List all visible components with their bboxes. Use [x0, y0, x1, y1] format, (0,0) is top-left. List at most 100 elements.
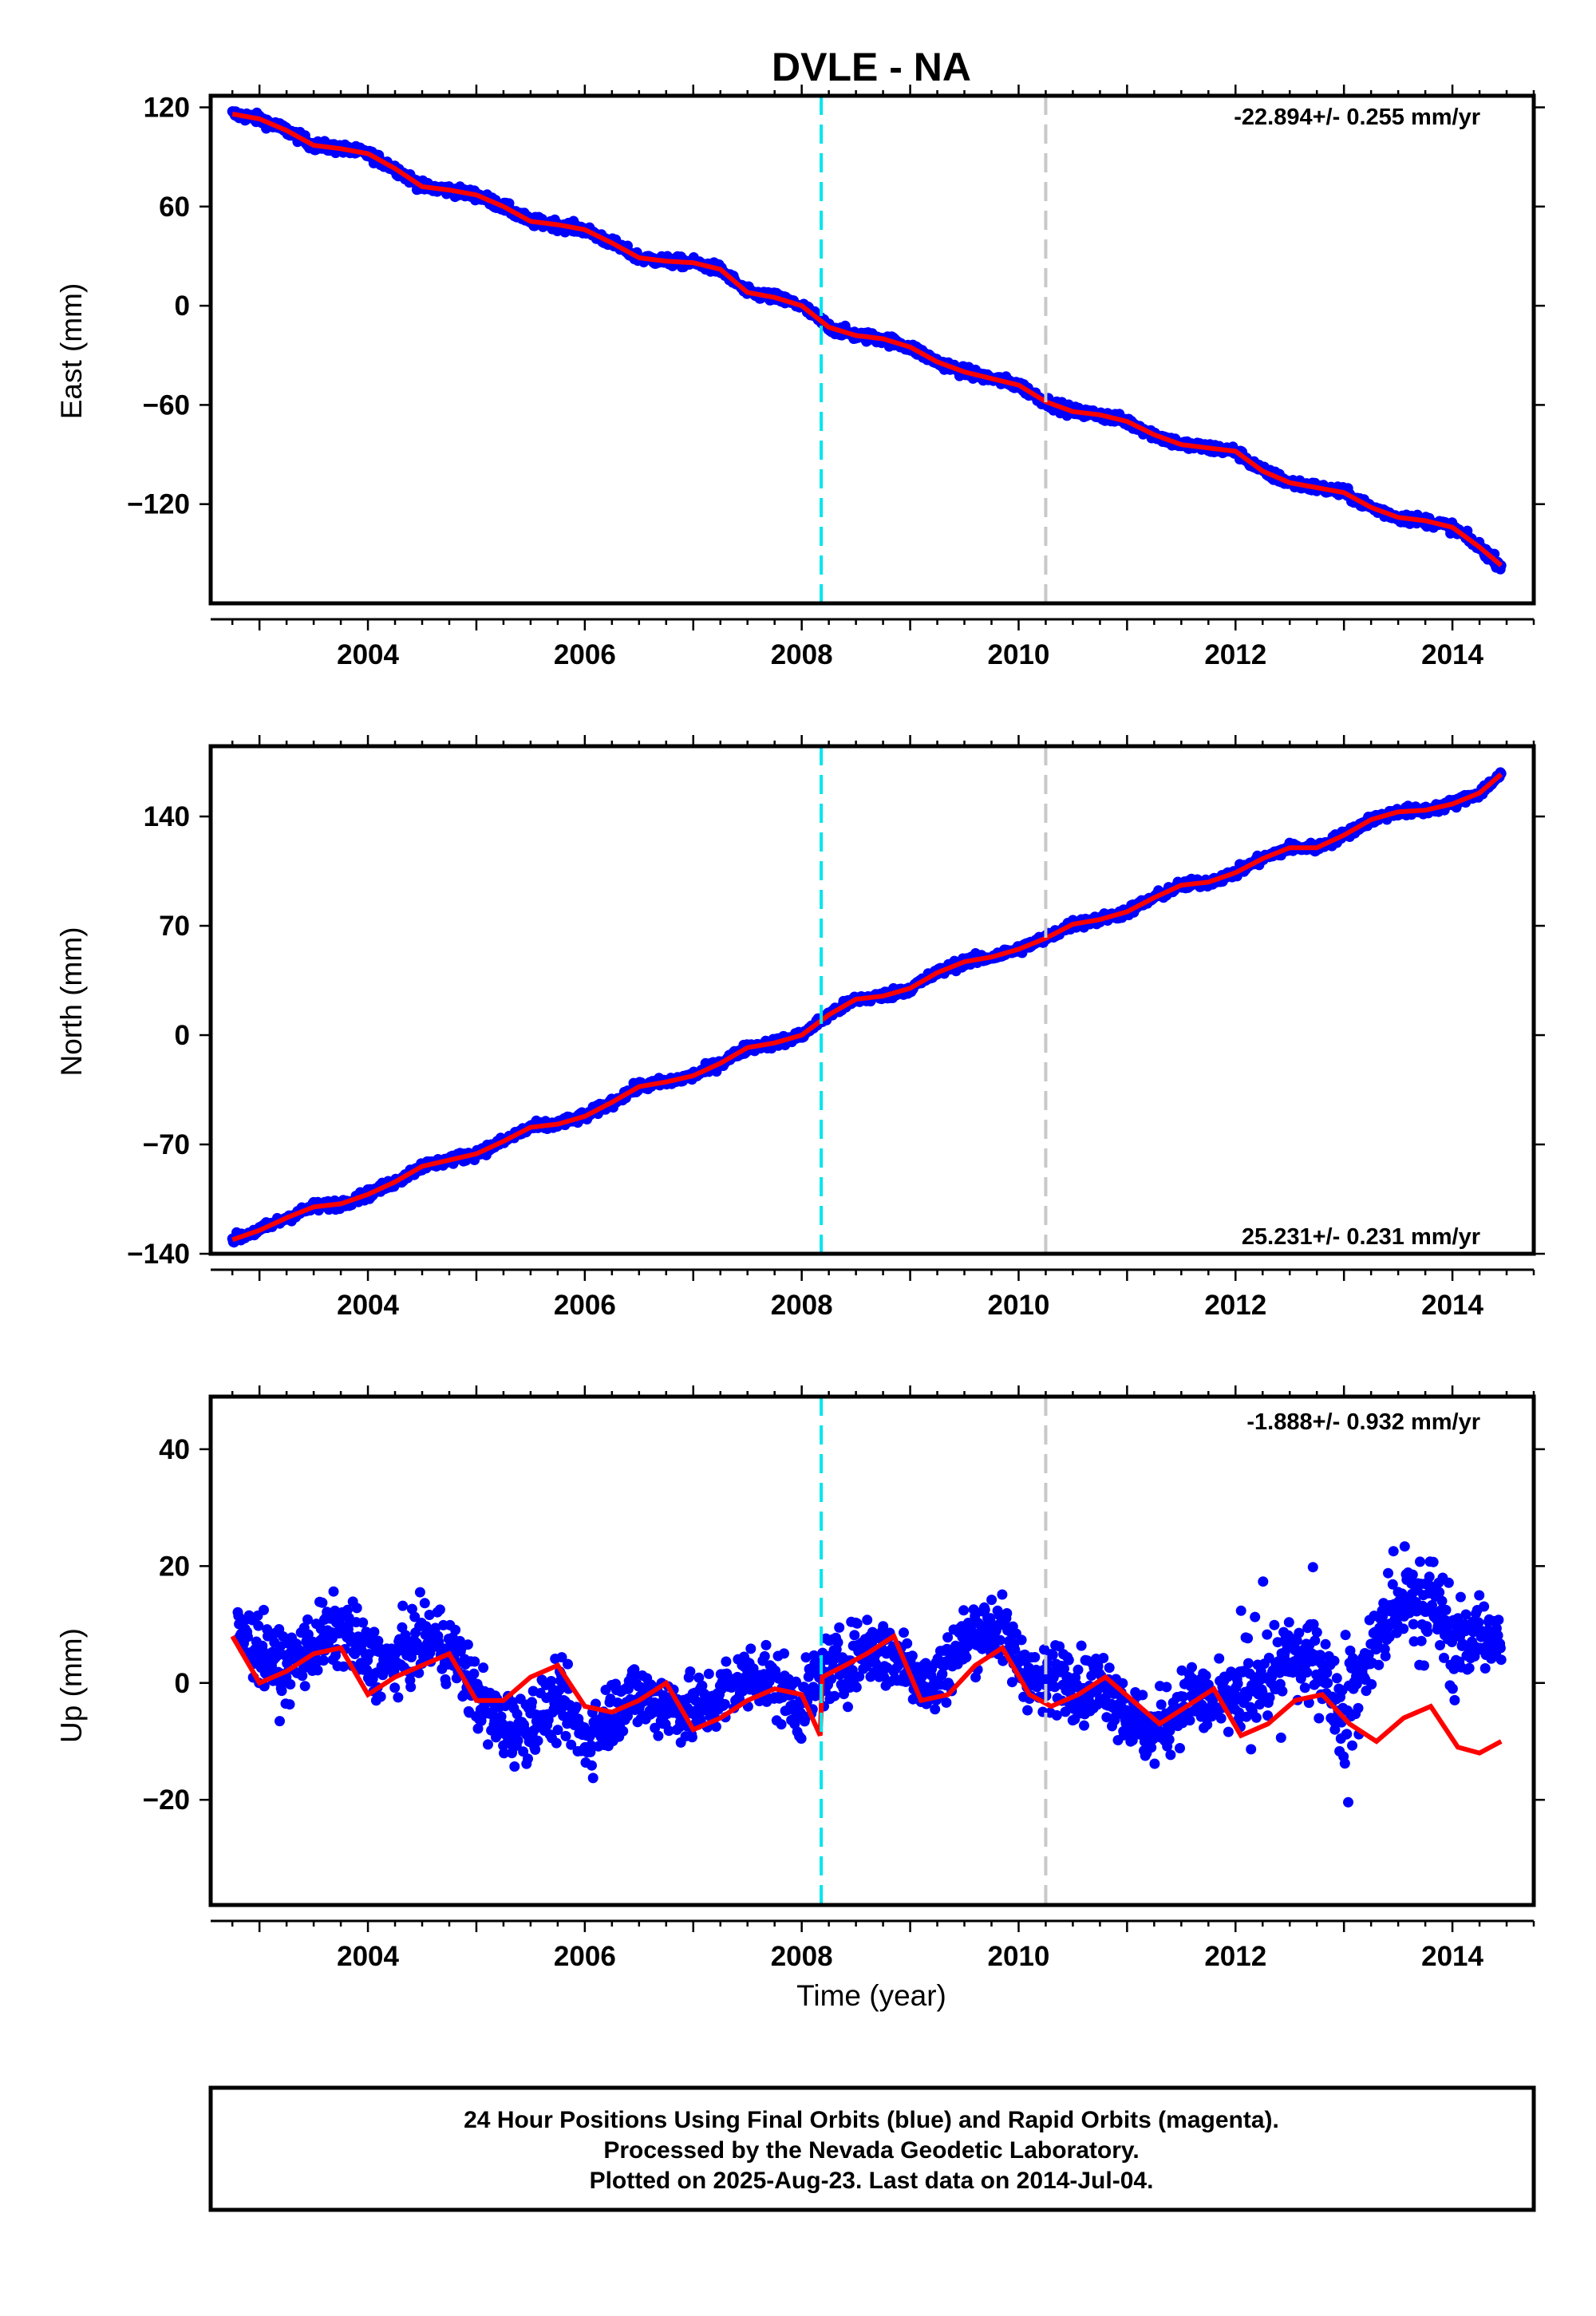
up-data-point [302, 1614, 313, 1625]
up-data-point [1387, 1579, 1398, 1590]
up-data-point [1049, 1682, 1061, 1693]
up-data-point [1184, 1715, 1195, 1726]
up-data-point [276, 1686, 287, 1697]
up-data-point [527, 1697, 537, 1708]
up-data-point [791, 1676, 801, 1687]
up-data-point [1196, 1699, 1207, 1710]
up-data-point [1258, 1576, 1269, 1587]
up-data-point [1302, 1667, 1313, 1678]
up-data-point [1331, 1673, 1342, 1684]
up-data-point [400, 1630, 411, 1641]
up-data-point [530, 1744, 541, 1755]
up-data-point [796, 1733, 807, 1744]
up-data-point [1101, 1712, 1112, 1723]
up-data-point [419, 1598, 430, 1609]
up-data-point [1104, 1662, 1115, 1674]
up-data-point [1163, 1734, 1175, 1745]
up-data-point [393, 1692, 404, 1703]
up-data-point [1340, 1630, 1351, 1641]
up-data-point [847, 1665, 858, 1676]
north-plot-frame [208, 744, 1536, 1256]
up-data-point [1063, 1654, 1074, 1666]
up-data-point [554, 1685, 565, 1696]
up-data-point [1321, 1667, 1333, 1678]
up-data-point [389, 1682, 401, 1694]
up-data-point [710, 1721, 721, 1732]
up-data-point [693, 1672, 705, 1683]
east-panel: East (mm) -22.894+/- 0.255 mm/yr 2004 200… [55, 85, 1545, 670]
up-data-point [1269, 1619, 1280, 1630]
up-data-point [1272, 1637, 1283, 1648]
up-data-point [1079, 1720, 1089, 1731]
up-data-point [405, 1682, 417, 1693]
north-fit-line [231, 772, 1503, 1243]
up-data-point [1202, 1719, 1213, 1730]
up-data-point [1060, 1706, 1071, 1717]
up-data-point [1322, 1678, 1333, 1689]
up-data-point [893, 1660, 904, 1671]
up-data-point [1351, 1678, 1362, 1690]
up-data-point [587, 1760, 597, 1771]
up-data-point [695, 1714, 706, 1725]
up-data-point [409, 1611, 421, 1622]
up-data-point [663, 1725, 674, 1737]
up-data-point [1307, 1562, 1318, 1573]
up-data-point [424, 1610, 435, 1620]
east-rate-label: -22.894+/- 0.255 mm/yr [1234, 105, 1480, 130]
up-data-point [941, 1697, 952, 1708]
up-data-point [1156, 1699, 1167, 1710]
up-data-point [832, 1637, 843, 1648]
up-data-point [469, 1656, 480, 1667]
up-data-point [1339, 1758, 1350, 1769]
east-x-tick-label: 2010 [988, 639, 1050, 670]
north-x-tick-label: 2008 [771, 1290, 833, 1321]
up-data-point [907, 1650, 918, 1662]
up-data-point [1006, 1677, 1017, 1688]
up-data-point [1136, 1713, 1148, 1724]
up-data-point [1363, 1649, 1374, 1660]
north-y-tick-label: −140 [127, 1239, 190, 1270]
east-axis-label: East (mm) [55, 283, 88, 420]
up-data-point [369, 1626, 380, 1638]
up-data-point [1250, 1611, 1261, 1622]
north-y-tick-label: −70 [143, 1129, 190, 1160]
up-data-point [867, 1638, 877, 1649]
up-data-point [587, 1773, 598, 1784]
up-data-point [351, 1603, 362, 1614]
up-data-point [1178, 1691, 1189, 1702]
up-data-point [958, 1605, 970, 1616]
north-x-tick-label: 2010 [988, 1290, 1050, 1321]
north-y-tick-label: 140 [144, 801, 190, 832]
up-data-point [512, 1709, 523, 1720]
up-data-point [1277, 1686, 1288, 1697]
up-data-point [552, 1725, 563, 1736]
up-data-point [1383, 1567, 1393, 1579]
up-data-point [1117, 1678, 1128, 1689]
up-data-point [406, 1652, 417, 1662]
up-data-point [745, 1643, 757, 1654]
east-x-tick-label: 2008 [771, 639, 833, 670]
up-data-point [1149, 1758, 1160, 1769]
east-fit-line [231, 111, 1503, 567]
up-data-point [478, 1662, 489, 1674]
north-x-tick-label: 2014 [1421, 1290, 1483, 1321]
up-data-point [1246, 1744, 1257, 1755]
up-data-point [719, 1698, 730, 1709]
east-x-tick-label: 2006 [554, 639, 616, 670]
up-data-point [1343, 1796, 1353, 1808]
up-data-point [1347, 1740, 1357, 1751]
up-data-point [1366, 1679, 1377, 1690]
north-rate-label: 25.231+/- 0.231 mm/yr [1242, 1224, 1480, 1250]
up-data-point [1214, 1653, 1225, 1664]
up-data-point [1187, 1662, 1197, 1673]
up-data-point [878, 1621, 889, 1632]
up-data-point [862, 1614, 873, 1626]
up-data-point [899, 1627, 909, 1638]
up-data-point [1373, 1659, 1385, 1670]
up-data-point [1029, 1652, 1041, 1662]
up-data-point [961, 1652, 972, 1663]
up-data-point [1127, 1735, 1138, 1746]
up-data-point [1242, 1658, 1254, 1669]
up-data-point [1314, 1713, 1325, 1724]
up-data-point [551, 1737, 562, 1749]
